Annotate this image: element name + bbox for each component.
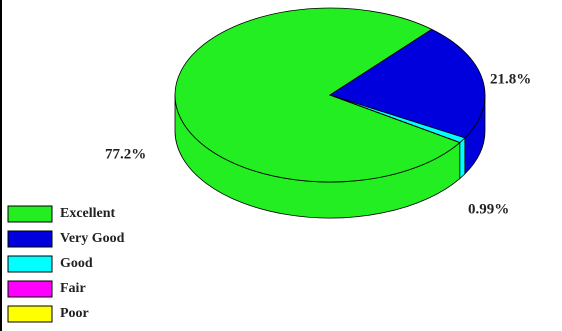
slice — [329, 94, 466, 143]
legend-swatch — [7, 280, 53, 298]
legend-swatch — [7, 255, 53, 273]
legend-swatch — [7, 205, 53, 223]
data-label: 0.99% — [468, 201, 509, 217]
legend-label: Fair — [60, 281, 86, 296]
slice — [329, 28, 486, 139]
data-label: 21.8% — [490, 71, 531, 87]
slice-side — [459, 136, 466, 180]
labels: 77.2% 21.8% 0.99% — [105, 71, 531, 217]
legend-swatch — [7, 305, 53, 323]
data-label: 77.2% — [105, 146, 146, 162]
legend: Excellent Very Good Good Fair Poor — [7, 205, 125, 323]
legend-label: Excellent — [60, 206, 116, 221]
legend-label: Very Good — [60, 231, 125, 246]
legend-label: Good — [60, 256, 93, 271]
slice — [174, 7, 461, 183]
legend-swatch — [7, 230, 53, 248]
legend-label: Poor — [60, 306, 89, 321]
pie-tops — [174, 7, 486, 183]
